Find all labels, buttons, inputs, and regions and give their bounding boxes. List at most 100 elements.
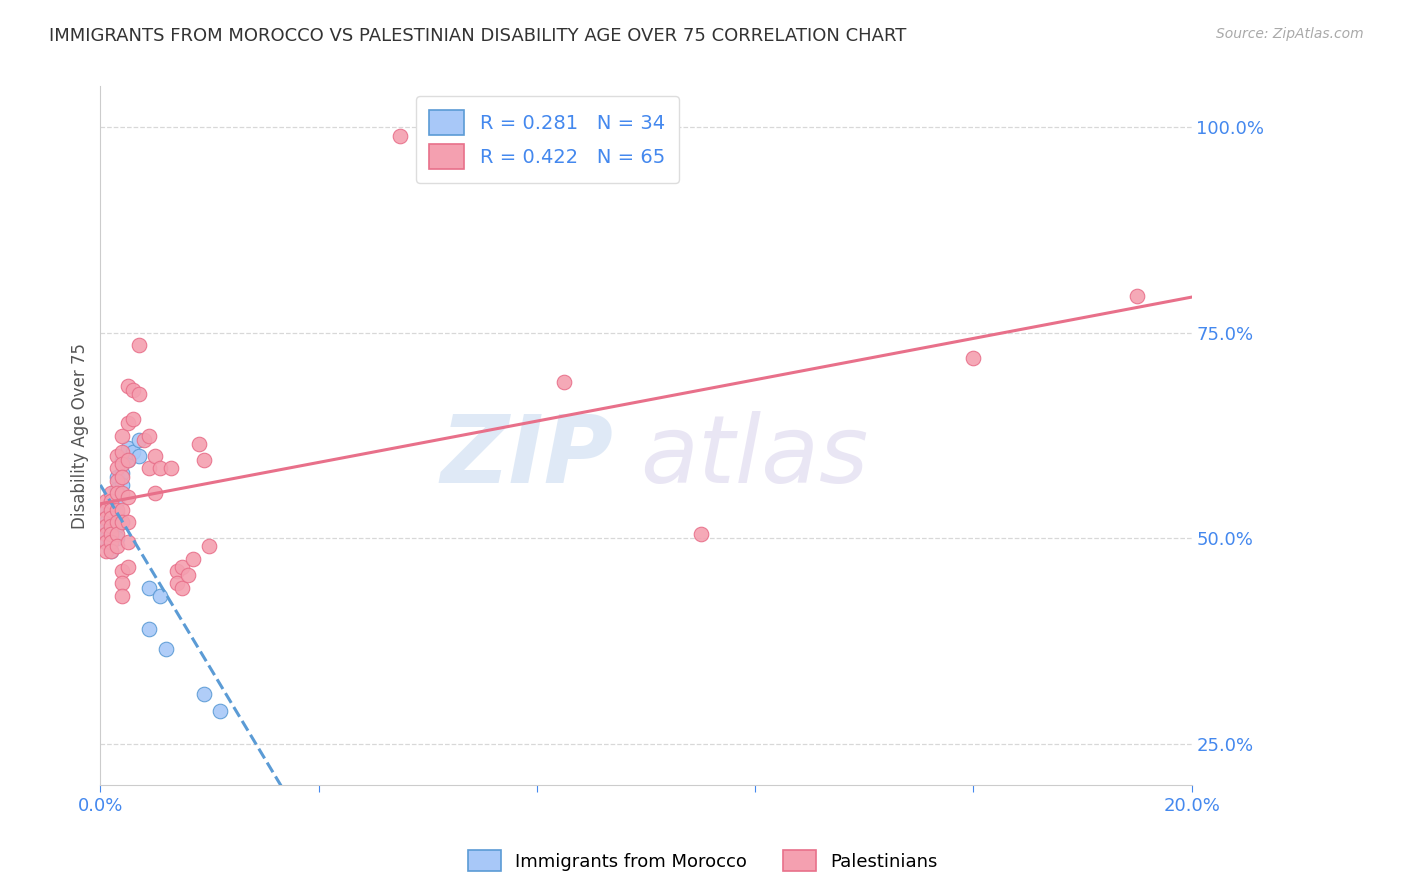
Point (94, 519, 117, 533)
Point (117, 441, 139, 455)
Point (94, 515, 117, 529)
Point (94, 502, 117, 516)
Point (111, 445, 134, 459)
Point (117, 379, 139, 393)
Point (105, 507, 128, 521)
Point (105, 474, 128, 488)
Point (94, 531, 117, 545)
Point (111, 576, 134, 591)
Point (100, 510, 122, 524)
Point (117, 453, 139, 467)
Point (94, 510, 117, 524)
Point (94, 527, 117, 541)
Point (100, 494, 122, 508)
Point (105, 494, 128, 508)
Point (100, 535, 122, 549)
Point (143, 486, 166, 500)
Point (176, 568, 198, 582)
Point (105, 482, 128, 496)
Point (143, 449, 166, 463)
Point (100, 494, 122, 508)
Point (105, 502, 128, 516)
Point (117, 515, 139, 529)
Point (105, 461, 128, 475)
Point (100, 502, 122, 516)
Point (111, 564, 134, 578)
Point (94, 519, 117, 533)
Point (105, 486, 128, 500)
Point (128, 449, 150, 463)
Point (105, 515, 128, 529)
Text: ZIP: ZIP (440, 410, 613, 502)
Point (111, 466, 134, 480)
Point (181, 551, 204, 566)
Point (94, 543, 117, 558)
Point (962, 351, 984, 365)
Point (94, 502, 117, 516)
Point (105, 519, 128, 533)
Point (149, 461, 172, 475)
Point (100, 543, 122, 558)
Point (187, 437, 209, 451)
Point (105, 527, 128, 541)
Point (100, 519, 122, 533)
Point (128, 433, 150, 447)
Point (100, 502, 122, 516)
Point (111, 458, 134, 472)
Legend: Immigrants from Morocco, Palestinians: Immigrants from Morocco, Palestinians (461, 843, 945, 879)
Text: Source: ZipAtlas.com: Source: ZipAtlas.com (1216, 27, 1364, 41)
Point (117, 416, 139, 430)
Text: atlas: atlas (641, 411, 869, 502)
Point (128, 338, 150, 352)
Point (100, 527, 122, 541)
Point (172, 560, 194, 574)
Text: IMMIGRANTS FROM MOROCCO VS PALESTINIAN DISABILITY AGE OVER 75 CORRELATION CHART: IMMIGRANTS FROM MOROCCO VS PALESTINIAN D… (49, 27, 907, 45)
Point (100, 527, 122, 541)
Point (689, 527, 711, 541)
Point (1126, 289, 1149, 303)
Point (111, 428, 134, 442)
Point (94, 494, 117, 508)
Point (122, 445, 145, 459)
Point (100, 543, 122, 558)
Point (111, 478, 134, 492)
Point (111, 515, 134, 529)
Point (553, 375, 575, 389)
Point (149, 589, 172, 603)
Point (117, 535, 139, 549)
Point (138, 581, 160, 595)
Point (105, 469, 128, 483)
Point (111, 502, 134, 516)
Point (105, 540, 128, 554)
Point (117, 490, 139, 504)
Point (132, 433, 155, 447)
Point (111, 453, 134, 467)
Point (94, 535, 117, 549)
Point (138, 461, 160, 475)
Point (117, 560, 139, 574)
Point (94, 535, 117, 549)
Point (166, 564, 188, 578)
Y-axis label: Disability Age Over 75: Disability Age Over 75 (72, 343, 89, 529)
Point (117, 453, 139, 467)
Point (138, 428, 160, 442)
Point (122, 384, 145, 398)
Point (128, 387, 150, 401)
Point (193, 453, 215, 467)
Point (122, 412, 145, 426)
Point (105, 531, 128, 545)
Point (160, 461, 183, 475)
Point (111, 469, 134, 483)
Point (172, 581, 194, 595)
Point (209, 704, 232, 718)
Point (166, 576, 188, 591)
Point (100, 510, 122, 524)
Legend: R = 0.281   N = 34, R = 0.422   N = 65: R = 0.281 N = 34, R = 0.422 N = 65 (416, 96, 679, 183)
Point (111, 486, 134, 500)
Point (193, 687, 215, 701)
Point (105, 449, 128, 463)
Point (94, 523, 117, 537)
Point (389, 128, 412, 143)
Point (100, 519, 122, 533)
Point (198, 540, 221, 554)
